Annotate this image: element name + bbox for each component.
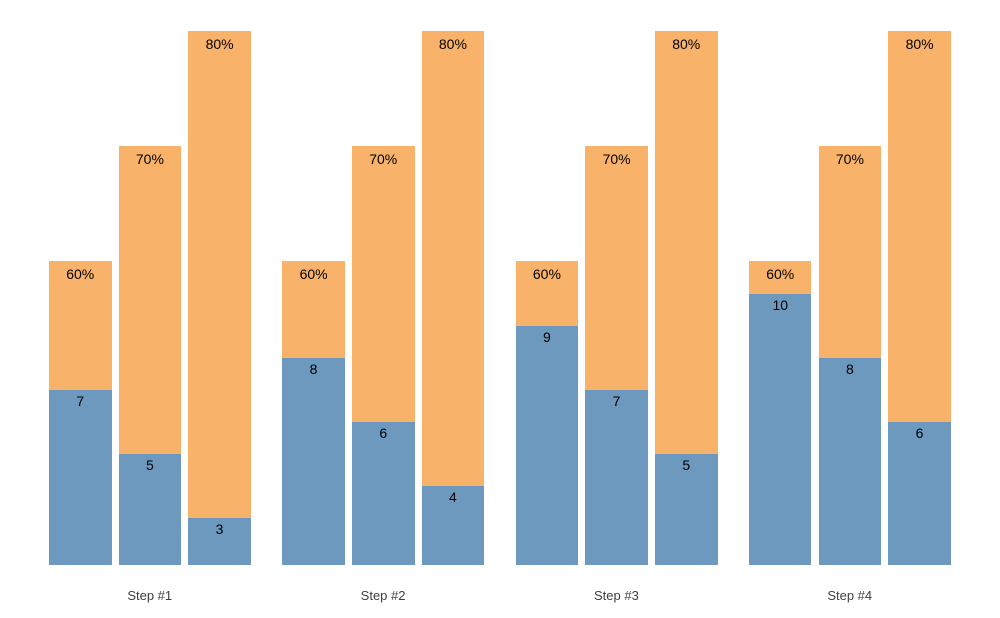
bar-percent-label: 60% xyxy=(766,266,795,282)
bar-top-segment xyxy=(748,261,812,294)
bar-value-label: 5 xyxy=(146,457,154,473)
bar-bottom-segment xyxy=(585,390,648,565)
bar-percent-label: 80% xyxy=(438,36,467,52)
bar-value-label: 6 xyxy=(379,425,388,441)
bar-bottom-segment xyxy=(188,518,251,565)
bar-percent-label: 80% xyxy=(672,36,701,52)
bar-bottom-segment xyxy=(515,326,579,565)
category-label: Step #1 xyxy=(127,588,173,603)
bar-value-label: 8 xyxy=(309,361,318,377)
bar-top-segment xyxy=(585,146,648,390)
bar-bottom-segment xyxy=(748,294,812,565)
bar-value-label: 3 xyxy=(215,521,224,537)
bar-percent-label: 70% xyxy=(602,151,631,167)
bar-value-label: 4 xyxy=(449,489,457,505)
bar-bottom-segment xyxy=(352,422,415,565)
bar-top-segment xyxy=(282,261,345,358)
bar-value-label: 8 xyxy=(846,361,854,377)
bar-bottom-segment xyxy=(282,358,345,565)
bar-bottom-segment xyxy=(421,486,485,565)
category-label: Step #3 xyxy=(593,588,639,603)
bar-bottom-segment xyxy=(655,454,718,565)
bar-bottom-segment xyxy=(818,358,882,565)
bar-value-label: 6 xyxy=(915,425,924,441)
bar-top-segment xyxy=(352,146,415,422)
bar-top-segment xyxy=(888,31,951,422)
category-label: Step #2 xyxy=(360,588,406,603)
bar-bottom-segment xyxy=(888,422,951,565)
category-label: Step #4 xyxy=(827,588,873,603)
bar-percent-label: 80% xyxy=(905,36,934,52)
bar-percent-label: 70% xyxy=(369,151,398,167)
bar-top-segment xyxy=(655,31,718,454)
bar-percent-label: 80% xyxy=(205,36,234,52)
bar-value-label: 7 xyxy=(612,393,621,409)
bar-value-label: 7 xyxy=(76,393,85,409)
bar-value-label: 10 xyxy=(772,297,789,313)
bar-percent-label: 60% xyxy=(66,266,95,282)
bar-percent-label: 70% xyxy=(835,151,864,167)
bar-top-segment xyxy=(515,261,579,326)
bar-percent-label: 70% xyxy=(135,151,164,167)
bar-top-segment xyxy=(818,146,882,358)
bar-top-segment xyxy=(421,31,485,486)
bar-top-segment xyxy=(49,261,112,390)
bar-top-segment xyxy=(118,146,182,454)
bar-bottom-segment xyxy=(49,390,112,565)
bar-percent-label: 60% xyxy=(532,266,561,282)
bar-percent-label: 60% xyxy=(299,266,328,282)
bar-value-label: 9 xyxy=(543,329,551,345)
bar-bottom-segment xyxy=(118,454,182,565)
bar-value-label: 5 xyxy=(682,457,691,473)
bar-top-segment xyxy=(188,31,251,518)
